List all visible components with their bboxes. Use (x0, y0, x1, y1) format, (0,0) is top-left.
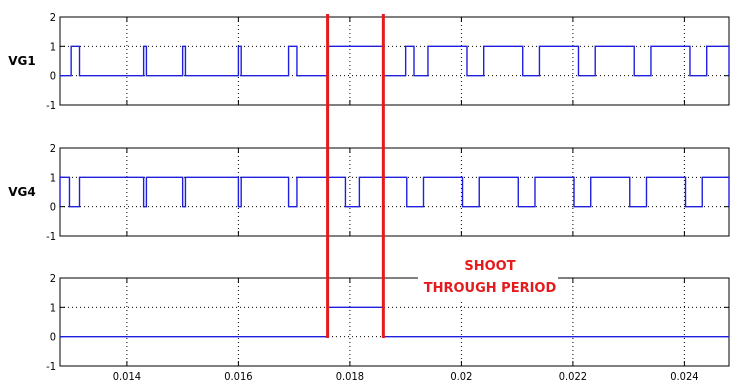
annotation-line-1: SHOOT (464, 259, 515, 274)
y-tick-label: -1 (46, 360, 56, 373)
x-tick-label: 0.022 (559, 370, 587, 383)
panel-1: -1 0 1 2 VG1 (8, 11, 730, 112)
x-tick-label: 0.014 (113, 370, 141, 383)
x-tick-label: 0.02 (450, 370, 472, 383)
signal-series (60, 306, 729, 338)
y-axis-label: VG4 (8, 185, 36, 199)
y-tick-label: 1 (50, 301, 56, 314)
x-tick-labels: 0.014 0.016 0.018 0.02 0.022 0.024 (113, 370, 699, 383)
y-tick-label: 2 (50, 142, 56, 155)
signal-series (60, 45, 730, 77)
x-tick-label: 0.024 (670, 370, 698, 383)
annotation-background (418, 256, 558, 302)
marker-lines (326, 14, 385, 338)
x-tick-label: 0.018 (336, 370, 364, 383)
x-tick-label: 0.016 (224, 370, 252, 383)
y-tick-label: 1 (50, 171, 56, 184)
y-tick-label: 0 (50, 331, 56, 344)
y-tick-label: 2 (50, 272, 56, 285)
y-tick-label: 0 (50, 201, 56, 214)
y-tick-label: 1 (50, 40, 56, 53)
panels: -1 0 1 2 VG1 -1 0 1 2 VG4 -1 0 1 2 0.014 0.016 0.018 0.02… (8, 11, 730, 383)
annotation-line-2: THROUGH PERIOD (424, 281, 557, 296)
y-tick-label: -1 (46, 99, 56, 112)
y-tick-label: 0 (50, 70, 56, 83)
y-tick-label: -1 (46, 230, 56, 243)
annotation: SHOOT THROUGH PERIOD (418, 256, 558, 302)
axes-box (59, 277, 730, 367)
y-tick-label: 2 (50, 11, 56, 24)
y-axis-label: VG1 (8, 54, 36, 68)
